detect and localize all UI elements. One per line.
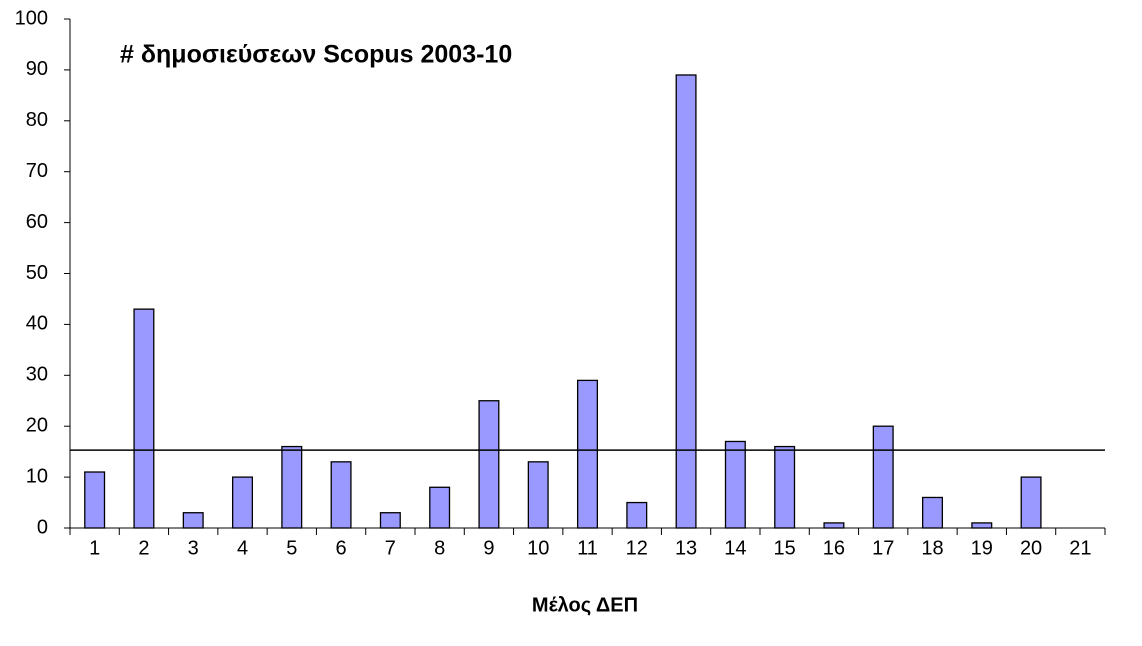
bar — [379, 512, 401, 529]
x-tick-label: 15 — [774, 537, 796, 559]
x-tick-label: 2 — [138, 537, 149, 559]
y-tick-label: 20 — [26, 414, 48, 436]
bar — [527, 461, 549, 529]
y-tick-label: 100 — [15, 7, 48, 29]
x-tick-label: 21 — [1069, 537, 1091, 559]
y-tick-label: 90 — [26, 58, 48, 80]
bar — [626, 501, 648, 529]
x-tick-label: 9 — [483, 537, 494, 559]
x-tick-label: 1 — [89, 537, 100, 559]
x-tick-label: 7 — [385, 537, 396, 559]
x-tick-label: 20 — [1020, 537, 1042, 559]
bar — [675, 74, 697, 529]
chart-title: # δημοσιεύσεων Scopus 2003-10 — [120, 41, 512, 69]
x-tick-label: 13 — [675, 537, 697, 559]
x-tick-label: 11 — [577, 537, 598, 559]
y-tick-label: 40 — [26, 313, 48, 335]
x-tick-label: 17 — [872, 537, 894, 559]
x-tick-label: 3 — [188, 537, 199, 559]
x-tick-label: 5 — [286, 537, 297, 559]
bar — [921, 496, 944, 529]
y-tick-label: 10 — [26, 465, 48, 487]
x-tick-label: 14 — [724, 537, 746, 559]
bar — [429, 486, 451, 529]
y-tick-label: 50 — [26, 262, 48, 284]
bar — [576, 379, 599, 529]
y-tick-label: 80 — [26, 109, 48, 131]
bar — [133, 308, 155, 529]
y-tick-label: 60 — [26, 211, 48, 233]
x-tick-label: 18 — [921, 537, 943, 559]
y-tick-label: 0 — [37, 516, 48, 538]
x-tick-label: 8 — [434, 537, 445, 559]
bar — [872, 425, 894, 529]
bar — [231, 476, 254, 529]
x-tick-label: 6 — [336, 537, 347, 559]
bar — [330, 461, 352, 529]
y-tick-label: 30 — [26, 364, 48, 386]
x-axis-title: Μέλος ΔΕΠ — [532, 594, 638, 616]
bar — [1020, 476, 1042, 529]
bar — [478, 400, 500, 529]
x-tick-label: 4 — [237, 537, 248, 559]
x-tick-label: 12 — [626, 537, 648, 559]
bar — [84, 471, 106, 529]
x-tick-label: 19 — [971, 537, 993, 559]
bar — [823, 522, 845, 529]
bar — [281, 445, 303, 529]
bar — [724, 440, 746, 529]
bar — [774, 445, 796, 529]
bar — [182, 512, 204, 529]
x-tick-label: 10 — [527, 537, 549, 559]
y-tick-label: 70 — [26, 160, 48, 182]
bar — [971, 522, 993, 529]
x-tick-label: 16 — [823, 537, 845, 559]
